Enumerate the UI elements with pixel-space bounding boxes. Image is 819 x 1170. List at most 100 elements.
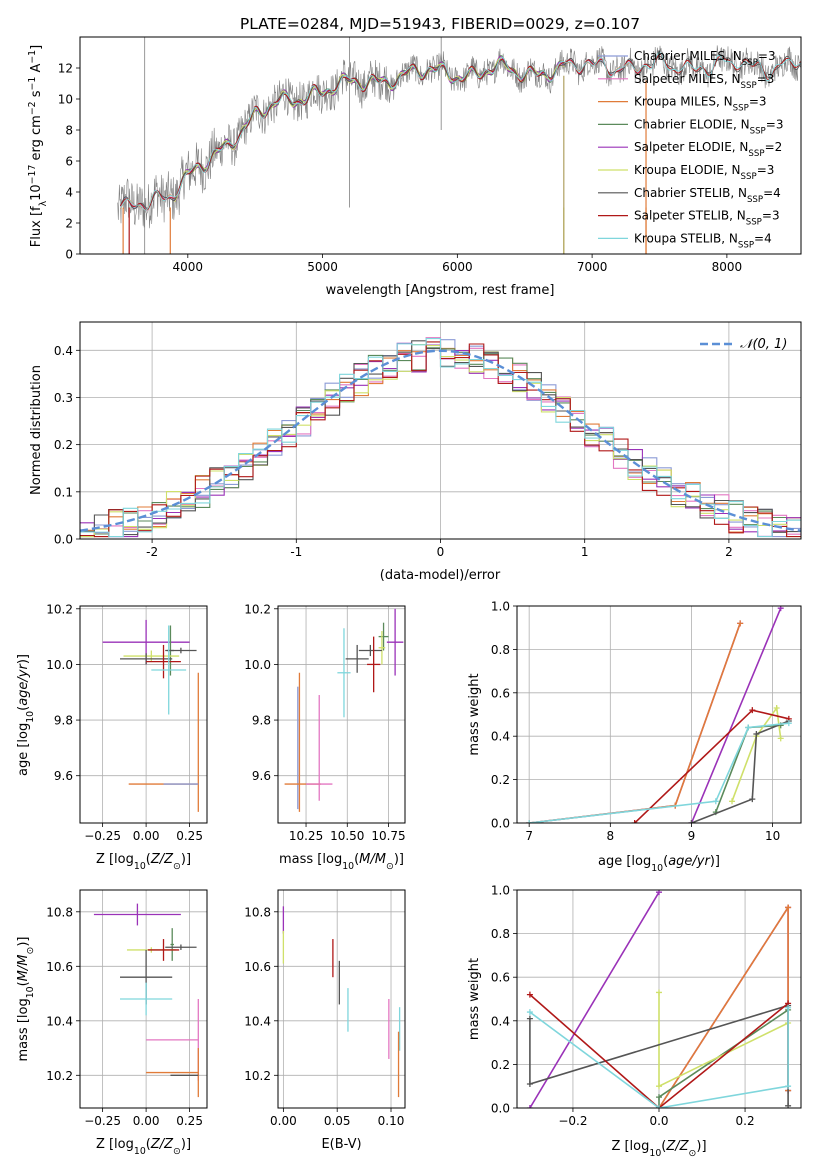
axes-frame: [277, 605, 406, 824]
y-tick-label: 10.2: [46, 1069, 73, 1083]
x-tick-label: 0.05: [324, 1114, 351, 1128]
legend: Chabrier MILES, NSSP=3 Salpeter MILES, NS…: [598, 49, 783, 250]
legend-entry: Kroupa STELIB, NSSP=4: [634, 231, 772, 250]
weight-marker: [526, 820, 533, 823]
y-tick-label: 10.8: [244, 905, 271, 919]
weight-line-kroupa-miles: [529, 623, 741, 823]
y-tick-label: 4: [65, 186, 73, 200]
x-tick-label: 0: [437, 545, 445, 559]
y-tick-label: 0.8: [491, 927, 510, 941]
panel-weight_vs_Z: −0.2 0.0 0.2 0.0 0.2 0.4 0.6 0.8 1.0 Z [log10(Z/Z…: [467, 884, 802, 1159]
weight-line-salpeter-miles: [529, 623, 741, 823]
model-line-kroupa-stelib: [120, 51, 801, 211]
panel-age_vs_Z: −0.25 0.00 0.25 9.6 9.8 10.0 10.2 Z [log10(Z/Z⊙…: [16, 602, 208, 872]
y-tick-label: 0.1: [54, 485, 73, 499]
axes-frame: [516, 889, 802, 1109]
weight-line-kroupa-elodie: [731, 705, 782, 802]
y-tick-label: 10.4: [244, 1014, 271, 1028]
y-tick-label: 9.8: [252, 714, 271, 728]
x-axis-label: mass [log10(M/M⊙)]: [279, 852, 404, 872]
ticks-age_vs_Z: −0.25 0.00 0.25 9.6 9.8 10.0 10.2: [46, 602, 203, 843]
y-axis-label: age [log10(age/yr)]: [16, 654, 36, 776]
y-tick-label: 9.6: [54, 769, 73, 783]
weight-marker: [729, 798, 736, 805]
weight-marker: [526, 1081, 533, 1088]
x-axis-label: Z [log10(Z/Z⊙)]: [611, 1139, 706, 1159]
y-axis-label: mass weight: [467, 958, 482, 1040]
x-tick-label: −0.25: [84, 829, 121, 843]
x-tick-label: 0.2: [736, 1114, 755, 1128]
x-tick-label: 2: [725, 545, 733, 559]
x-tick-label: 0.25: [176, 1114, 203, 1128]
ticks-mass_vs_ebv: 0.00 0.05 0.10 10.2 10.4 10.6 10.8: [244, 905, 404, 1128]
weight-marker: [773, 704, 780, 711]
ticks-mass_vs_Z: −0.25 0.00 0.25 10.2 10.4 10.6 10.8: [46, 905, 203, 1128]
y-tick-label: 6: [65, 155, 73, 169]
x-tick-label: 0.00: [270, 1114, 297, 1128]
y-axis-label: mass [log10(M/M⊙)]: [16, 937, 36, 1062]
legend-entry: Chabrier MILES, NSSP=3: [634, 49, 776, 68]
weight-marker: [785, 1004, 792, 1011]
plot-area-weight_vs_age: [517, 606, 801, 823]
weight-line-kroupa-miles: [658, 904, 789, 1108]
weight-marker: [785, 1083, 792, 1090]
weight-line-kroupa-stelib: [529, 722, 789, 823]
x-tick-label: 0.0: [649, 1114, 668, 1128]
plot-area-spectrum: [117, 37, 801, 254]
y-axis-label: Flux [fλ10−17 erg cm−2 s−1 A−1]: [27, 45, 49, 247]
y-tick-label: 10.2: [244, 1069, 271, 1083]
y-tick-label: 0.6: [491, 686, 510, 700]
y-tick-label: 0.8: [491, 643, 510, 657]
x-tick-label: -2: [146, 545, 158, 559]
y-axis-label: mass weight: [467, 673, 482, 755]
ticks-spectrum: 4000 5000 6000 7000 8000 0 2 4 6 8 10 12: [58, 62, 742, 275]
axes-frame: [516, 605, 802, 824]
y-tick-label: 10.6: [244, 960, 271, 974]
x-tick-label: 10: [765, 829, 780, 843]
legend-entry: Kroupa ELODIE, NSSP=3: [634, 163, 774, 182]
x-tick-label: 5000: [307, 260, 338, 274]
weight-marker: [688, 820, 695, 823]
y-tick-label: 0.2: [491, 773, 510, 787]
y-tick-label: 10: [58, 93, 73, 107]
legend-entry: Salpeter ELODIE, NSSP=2: [634, 140, 782, 159]
ticks-weight_vs_Z: −0.2 0.0 0.2 0.0 0.2 0.4 0.6 0.8 1.0: [491, 884, 755, 1129]
y-tick-label: 0.4: [491, 730, 510, 744]
x-tick-label: 0.10: [378, 1114, 405, 1128]
x-axis-label: age [log10(age/yr)]: [598, 854, 720, 874]
weight-marker: [656, 1105, 662, 1108]
weight-marker: [785, 904, 792, 911]
y-tick-label: 0.4: [54, 344, 73, 358]
weight-marker: [656, 989, 662, 996]
x-tick-label: 0.00: [133, 1114, 160, 1128]
weight-line-chabrier-elodie: [715, 724, 781, 813]
weight-marker: [745, 724, 752, 731]
weight-marker: [785, 720, 792, 727]
x-tick-label: 0.00: [133, 829, 160, 843]
weight-marker: [777, 735, 784, 742]
plot-area-mass_vs_Z: [80, 890, 207, 1108]
legend-entry: Chabrier STELIB, NSSP=4: [634, 186, 781, 205]
y-tick-label: 0.2: [54, 438, 73, 452]
x-tick-label: 7000: [577, 260, 608, 274]
weight-line-chabrier-stelib: [691, 720, 790, 823]
figure-title: PLATE=0284, MJD=51943, FIBERID=0029, z=0…: [240, 15, 640, 33]
weight-marker: [526, 991, 533, 998]
y-tick-label: 9.8: [54, 714, 73, 728]
x-tick-label: 7: [525, 829, 533, 843]
weight-marker: [749, 796, 756, 803]
panel-weight_vs_age: 7 8 9 10 0.0 0.2 0.4 0.6 0.8 1.0 age [log10(age/yr…: [467, 600, 802, 874]
histogram-kroupa-stelib: [80, 338, 801, 538]
ticks-weight_vs_age: 7 8 9 10 0.0 0.2 0.4 0.6 0.8 1.0: [491, 600, 780, 844]
x-tick-label: 0.25: [176, 829, 203, 843]
x-tick-label: 1: [581, 545, 589, 559]
normal-distribution-curve: [80, 349, 801, 532]
x-axis-label: Z [log10(Z/Z⊙)]: [96, 852, 191, 872]
x-tick-label: 10.25: [289, 829, 323, 843]
weight-marker: [753, 731, 760, 738]
y-tick-label: 10.8: [46, 905, 73, 919]
y-tick-label: 10.2: [244, 602, 271, 616]
panel-residuals: -2 -1 0 1 2 0.0 0.1 0.2 0.3 0.4 (data-model)/error…: [29, 321, 802, 583]
axes-frame: [79, 36, 802, 255]
